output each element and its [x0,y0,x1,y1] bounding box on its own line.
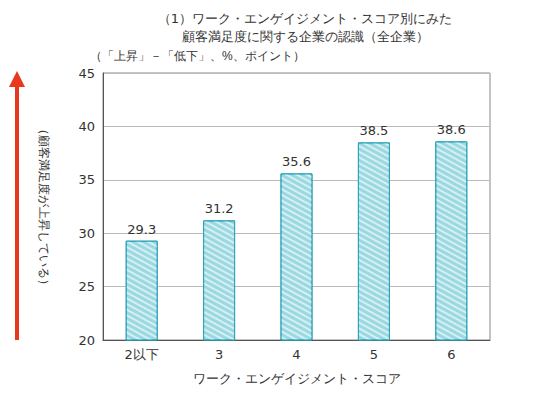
svg-text:35: 35 [78,172,95,187]
svg-text:20: 20 [78,333,95,348]
svg-text:31.2: 31.2 [205,201,234,216]
svg-text:29.3: 29.3 [127,222,156,237]
svg-text:（1）ワーク・エンゲイジメント・スコア別にみた: （1）ワーク・エンゲイジメント・スコア別にみた [158,11,452,26]
svg-text:ワーク・エンゲイジメント・スコア: ワーク・エンゲイジメント・スコア [193,371,401,386]
svg-text:（顧客満足度が上昇している）: （顧客満足度が上昇している） [37,123,51,291]
svg-text:38.6: 38.6 [437,122,466,137]
svg-text:2以下: 2以下 [125,347,159,362]
svg-text:45: 45 [78,66,95,81]
svg-text:6: 6 [447,347,455,362]
svg-text:38.5: 38.5 [359,123,388,138]
svg-text:4: 4 [292,347,300,362]
svg-text:（「上昇」－「低下」、%、ポイント）: （「上昇」－「低下」、%、ポイント） [90,49,305,63]
svg-text:30: 30 [78,226,95,241]
svg-text:3: 3 [215,347,223,362]
svg-text:35.6: 35.6 [282,154,311,169]
svg-text:40: 40 [78,119,95,134]
svg-text:顧客満足度に関する企業の認識（全企業）: 顧客満足度に関する企業の認識（全企業） [182,29,429,44]
svg-text:25: 25 [78,279,95,294]
svg-text:5: 5 [370,347,378,362]
